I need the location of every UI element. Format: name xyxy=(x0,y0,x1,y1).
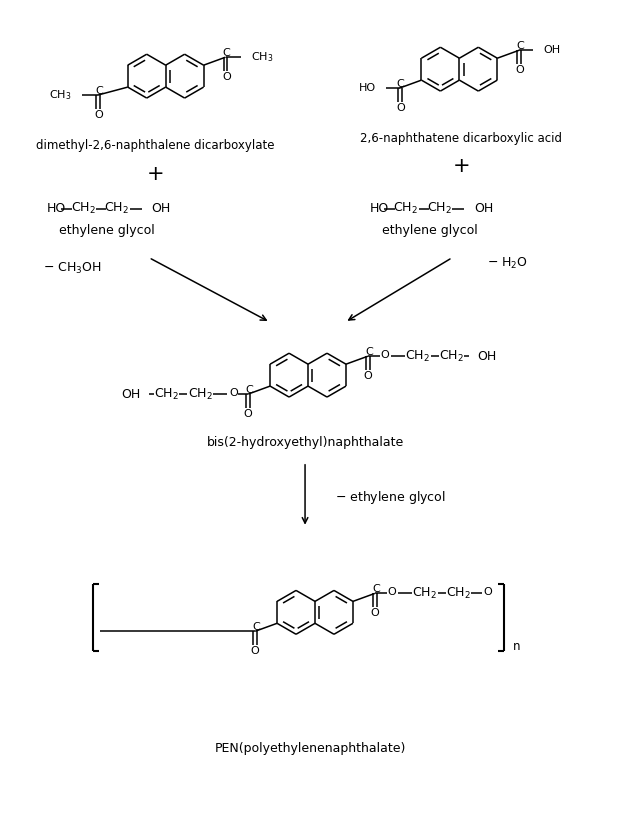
Text: C: C xyxy=(365,347,373,357)
Text: CH$_2$: CH$_2$ xyxy=(104,201,129,217)
Text: +: + xyxy=(453,156,470,176)
Text: HO: HO xyxy=(370,202,389,215)
Text: +: + xyxy=(147,164,165,184)
Text: bis(2-hydroxyethyl)naphthalate: bis(2-hydroxyethyl)naphthalate xyxy=(206,436,404,450)
Text: O: O xyxy=(370,608,379,618)
Text: CH$_2$: CH$_2$ xyxy=(154,387,179,402)
Text: HO: HO xyxy=(47,202,66,215)
Text: OH: OH xyxy=(122,387,141,401)
Text: HO: HO xyxy=(358,83,375,93)
Text: CH$_3$: CH$_3$ xyxy=(49,88,72,102)
Text: OH: OH xyxy=(152,202,171,215)
Text: O: O xyxy=(244,409,253,419)
Text: CH$_2$: CH$_2$ xyxy=(412,586,437,601)
Text: O: O xyxy=(229,388,237,398)
Text: $-$ ethylene glycol: $-$ ethylene glycol xyxy=(335,489,446,506)
Text: OH: OH xyxy=(474,202,494,215)
Text: ethylene glycol: ethylene glycol xyxy=(382,224,477,237)
Text: CH$_2$: CH$_2$ xyxy=(188,387,213,402)
Text: n: n xyxy=(513,640,521,653)
Text: CH$_2$: CH$_2$ xyxy=(439,349,464,364)
Text: CH$_2$: CH$_2$ xyxy=(71,201,96,217)
Text: OH: OH xyxy=(477,350,497,362)
Text: C: C xyxy=(246,385,253,395)
Text: PEN(polyethylenenaphthalate): PEN(polyethylenenaphthalate) xyxy=(215,742,406,756)
Text: C: C xyxy=(397,79,404,89)
Text: CH$_2$: CH$_2$ xyxy=(427,201,452,217)
Text: C: C xyxy=(223,48,230,58)
Text: OH: OH xyxy=(543,45,560,55)
Text: O: O xyxy=(396,103,405,113)
Text: $-$ CH$_3$OH: $-$ CH$_3$OH xyxy=(43,261,102,276)
Text: $-$ H$_2$O: $-$ H$_2$O xyxy=(487,256,529,271)
Text: 2,6-naphthatene dicarboxylic acid: 2,6-naphthatene dicarboxylic acid xyxy=(360,132,562,146)
Text: O: O xyxy=(251,646,260,656)
Text: CH$_2$: CH$_2$ xyxy=(405,349,430,364)
Text: C: C xyxy=(253,622,260,632)
Text: O: O xyxy=(483,587,492,597)
Text: O: O xyxy=(380,350,389,360)
Text: C: C xyxy=(95,86,103,96)
Text: dimethyl-2,6-naphthalene dicarboxylate: dimethyl-2,6-naphthalene dicarboxylate xyxy=(37,139,275,152)
Text: CH$_2$: CH$_2$ xyxy=(393,201,418,217)
Text: O: O xyxy=(363,372,372,382)
Text: C: C xyxy=(372,585,380,595)
Text: O: O xyxy=(222,72,231,82)
Text: ethylene glycol: ethylene glycol xyxy=(59,224,155,237)
Text: O: O xyxy=(94,110,103,120)
Text: O: O xyxy=(516,65,525,75)
Text: CH$_3$: CH$_3$ xyxy=(251,50,274,64)
Text: C: C xyxy=(517,42,524,52)
Text: CH$_2$: CH$_2$ xyxy=(446,586,471,601)
Text: O: O xyxy=(387,587,396,597)
